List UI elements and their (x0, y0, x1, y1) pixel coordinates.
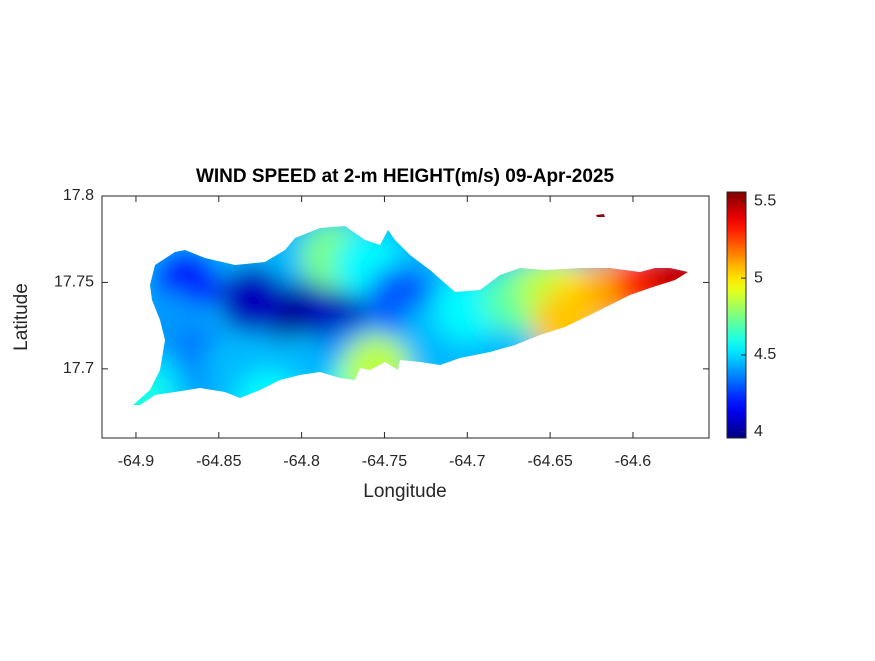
wind-sample (133, 369, 170, 405)
x-axis-label: Longitude (363, 481, 446, 502)
x-tick-label: -64.6 (615, 453, 652, 470)
wind-sample (201, 334, 270, 403)
x-tick-label: -64.85 (196, 453, 241, 470)
colorbar-tick-label: 4.5 (754, 346, 776, 363)
colorbar (726, 191, 747, 439)
x-tick-label: -64.75 (362, 453, 407, 470)
y-axis-label: Latitude (11, 283, 32, 351)
wind-sample (217, 265, 286, 334)
x-tick-label: -64.7 (449, 453, 486, 470)
axes-box (101, 195, 710, 439)
wind-field (133, 214, 688, 405)
y-tick-label: 17.75 (54, 274, 94, 291)
wind-sample (342, 334, 411, 403)
chart-title: WIND SPEED at 2-m HEIGHT(m/s) 09-Apr-202… (196, 166, 615, 187)
wind-sample (562, 214, 631, 253)
y-tick-label: 17.7 (63, 360, 94, 377)
x-tick-label: -64.8 (283, 453, 320, 470)
wind-sample (532, 291, 601, 360)
colorbar-tick-label: 4 (754, 423, 763, 440)
x-tick-label: -64.65 (527, 453, 572, 470)
colorbar-tick-label: 5.5 (754, 192, 776, 209)
wind-sample (648, 243, 688, 312)
colorbar-tick-label: 5 (754, 269, 763, 286)
y-tick-label: 17.8 (63, 187, 94, 204)
wind-sample (234, 369, 303, 405)
x-tick-label: -64.9 (118, 453, 155, 470)
